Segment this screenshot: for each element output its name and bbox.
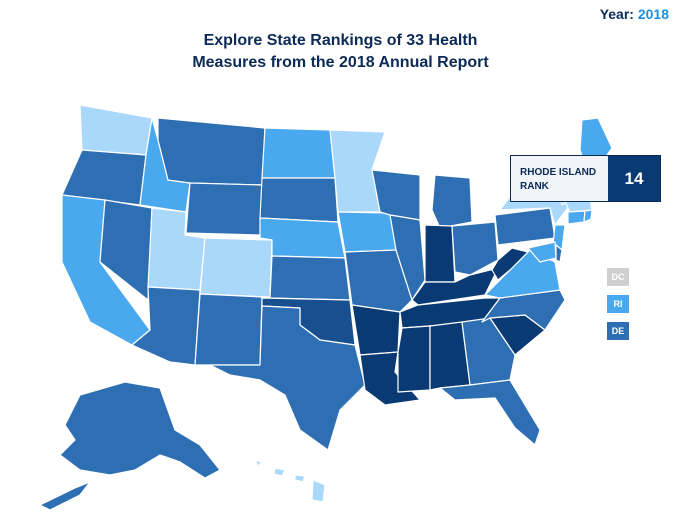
state-colorado[interactable] xyxy=(199,237,273,298)
tooltip-label: RHODE ISLAND RANK xyxy=(511,156,608,201)
state-new-mexico[interactable] xyxy=(194,293,263,366)
state-wyoming[interactable] xyxy=(185,182,263,236)
state-texas[interactable] xyxy=(209,305,366,451)
state-west-virginia[interactable] xyxy=(491,247,529,281)
state-michigan[interactable] xyxy=(431,174,473,229)
legend-ri[interactable]: RI xyxy=(607,295,629,313)
title-line-1: Explore State Rankings of 33 Health xyxy=(203,32,478,49)
state-missouri[interactable] xyxy=(344,249,413,313)
state-delaware[interactable] xyxy=(555,244,563,263)
state-connecticut[interactable] xyxy=(567,210,586,225)
year-label: Year: xyxy=(599,6,634,22)
state-kansas[interactable] xyxy=(269,255,351,301)
hawaii-islands xyxy=(254,459,306,483)
legend-ri-label: RI xyxy=(613,299,623,309)
state-alaska[interactable] xyxy=(59,381,221,479)
state-indiana[interactable] xyxy=(424,224,456,283)
tooltip-state-name: RHODE ISLAND xyxy=(520,167,597,178)
page-title: Explore State Rankings of 33 Health Meas… xyxy=(0,30,681,74)
state-nebraska[interactable] xyxy=(259,217,346,259)
state-ohio[interactable] xyxy=(451,221,499,276)
state-florida[interactable] xyxy=(439,379,541,446)
tooltip-rank-value: 14 xyxy=(608,156,660,201)
legend-de[interactable]: DE xyxy=(607,322,629,340)
state-south-dakota[interactable] xyxy=(259,177,339,223)
state-iowa[interactable] xyxy=(337,211,397,253)
state-washington[interactable] xyxy=(79,104,153,156)
state-nevada[interactable] xyxy=(99,199,153,301)
legend-dc[interactable]: DC xyxy=(607,268,629,286)
tooltip-rank-label: RANK xyxy=(520,181,549,192)
state-north-dakota[interactable] xyxy=(261,127,336,179)
year-value[interactable]: 2018 xyxy=(637,6,669,22)
state-tooltip: RHODE ISLAND RANK 14 xyxy=(510,155,661,202)
state-montana[interactable] xyxy=(157,117,266,186)
state-arkansas[interactable] xyxy=(351,304,401,356)
state-pennsylvania[interactable] xyxy=(494,207,556,246)
year-selector[interactable]: Year: 2018 xyxy=(600,6,669,22)
state-mississippi[interactable] xyxy=(397,325,431,393)
state-rhode-island[interactable] xyxy=(583,209,593,223)
alaska-islands xyxy=(39,481,91,511)
legend-dc-label: DC xyxy=(611,272,625,282)
title-line-2: Measures from the 2018 Annual Report xyxy=(192,54,489,71)
state-hawaii[interactable] xyxy=(311,479,326,503)
legend-de-label: DE xyxy=(611,326,625,336)
